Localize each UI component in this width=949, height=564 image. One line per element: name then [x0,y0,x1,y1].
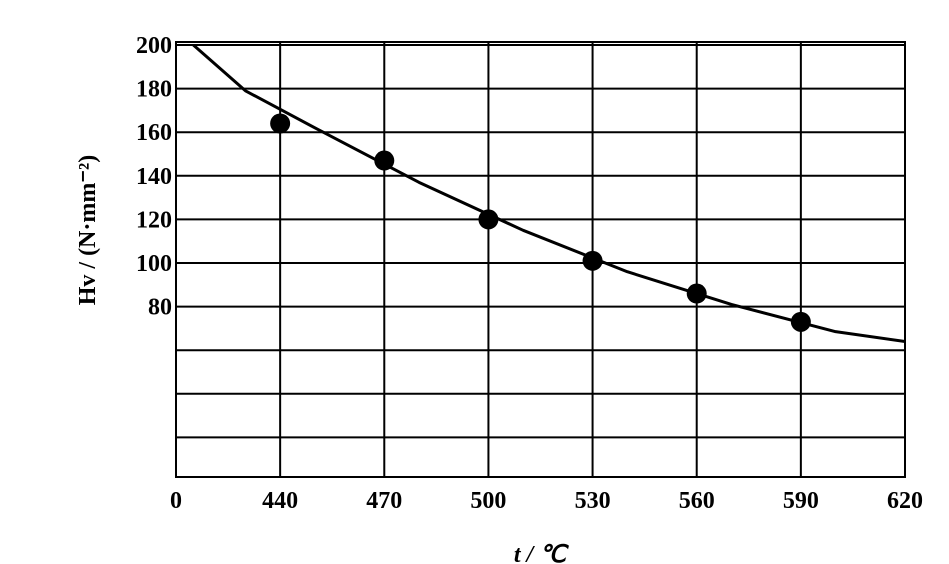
y-tick-label: 160 [136,120,172,146]
data-point [478,209,499,230]
x-tick-label: 470 [366,488,402,514]
x-tick-label: 590 [783,488,819,514]
x-tick-label: 560 [679,488,715,514]
y-tick-label: 200 [136,33,172,59]
y-tick-label: 80 [148,295,172,321]
x-tick-label: 440 [262,488,298,514]
y-tick-label: 100 [136,251,172,277]
x-tick-label: 530 [575,488,611,514]
y-tick-label: 180 [136,77,172,103]
y-tick-label: 140 [136,164,172,190]
y-tick-label: 120 [136,207,172,233]
x-tick-label: 620 [887,488,923,514]
x-axis-label: t / ℃ [514,542,569,564]
data-point [270,113,291,134]
fitted-curve [192,43,906,343]
x-tick-label: 0 [170,488,182,514]
plot-frame [175,41,906,478]
x-tick-label: 500 [470,488,506,514]
y-axis-label: Hv / (N·mm⁻²) [75,155,101,306]
